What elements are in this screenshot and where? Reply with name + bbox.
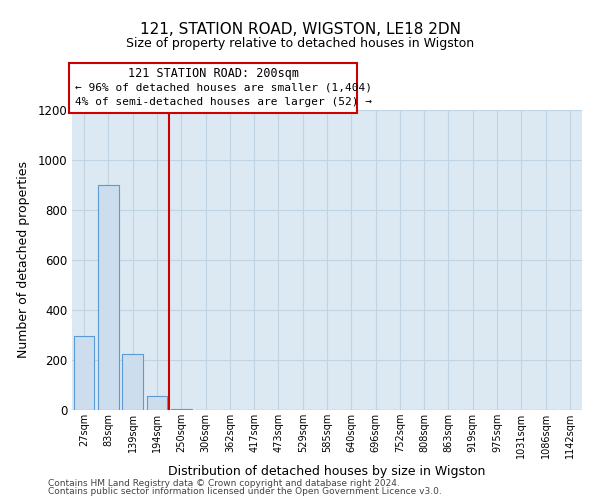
- Bar: [122, 354, 143, 410]
- Text: Size of property relative to detached houses in Wigston: Size of property relative to detached ho…: [126, 38, 474, 51]
- Text: 121, STATION ROAD, WIGSTON, LE18 2DN: 121, STATION ROAD, WIGSTON, LE18 2DN: [139, 22, 461, 38]
- Bar: [171, 409, 191, 410]
- X-axis label: Distribution of detached houses by size in Wigston: Distribution of detached houses by size …: [169, 465, 485, 478]
- Text: 121 STATION ROAD: 200sqm: 121 STATION ROAD: 200sqm: [128, 68, 299, 80]
- Bar: [146, 396, 167, 410]
- Bar: [98, 185, 119, 410]
- Text: ← 96% of detached houses are smaller (1,404): ← 96% of detached houses are smaller (1,…: [75, 82, 372, 92]
- Text: Contains public sector information licensed under the Open Government Licence v3: Contains public sector information licen…: [48, 487, 442, 496]
- Y-axis label: Number of detached properties: Number of detached properties: [17, 162, 31, 358]
- Text: 4% of semi-detached houses are larger (52) →: 4% of semi-detached houses are larger (5…: [75, 96, 372, 106]
- Text: Contains HM Land Registry data © Crown copyright and database right 2024.: Contains HM Land Registry data © Crown c…: [48, 478, 400, 488]
- Bar: [74, 336, 94, 410]
